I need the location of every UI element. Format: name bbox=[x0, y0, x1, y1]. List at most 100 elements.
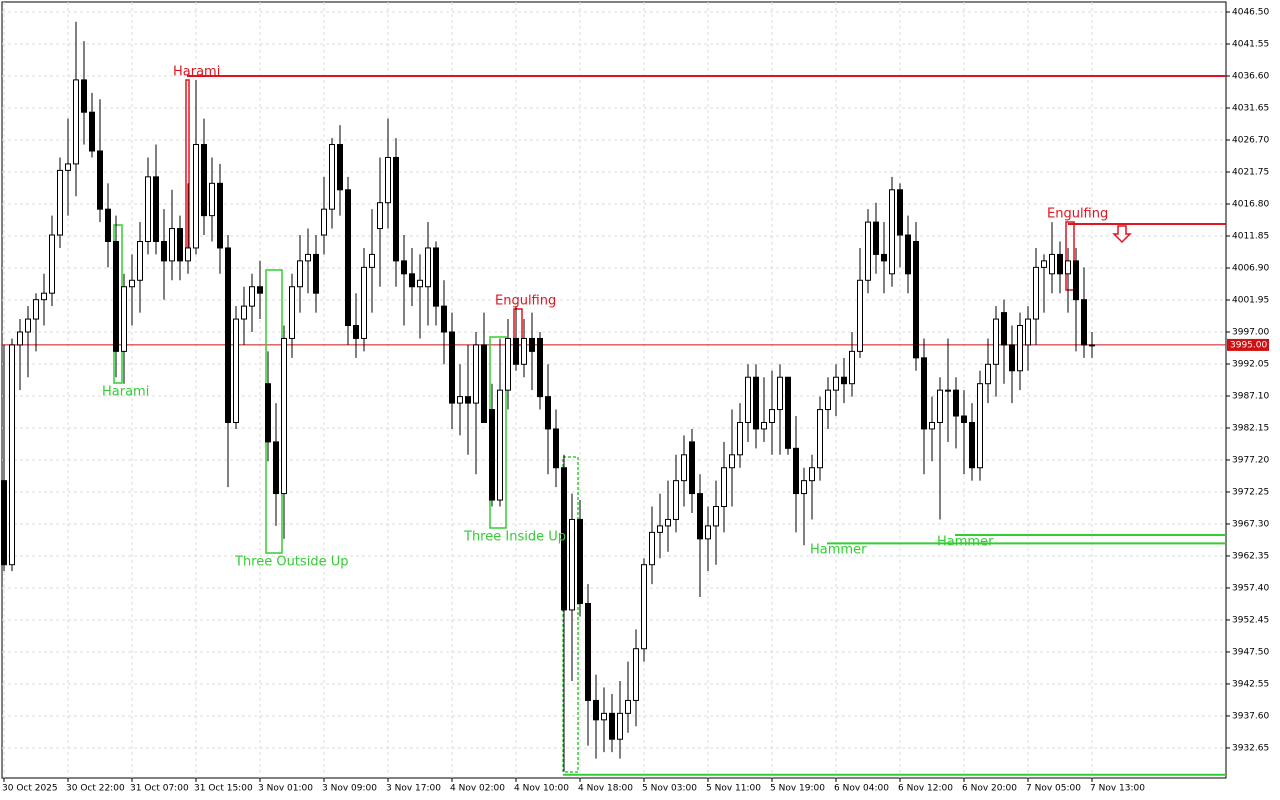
candle-body bbox=[513, 337, 519, 365]
candle-body bbox=[737, 421, 743, 456]
candle-body bbox=[929, 421, 935, 430]
x-tick-label: 4 Nov 18:00 bbox=[578, 784, 633, 794]
candle-body bbox=[161, 240, 167, 262]
candle-body bbox=[137, 240, 143, 281]
candle-body bbox=[1065, 260, 1071, 275]
candle-body bbox=[337, 144, 343, 191]
y-tick-label: 3952.45 bbox=[1232, 615, 1269, 625]
candle-body bbox=[1073, 260, 1079, 301]
y-tick-label: 3947.50 bbox=[1232, 647, 1269, 657]
pattern-label: Harami bbox=[173, 65, 220, 80]
candle-body bbox=[841, 376, 847, 385]
candle-body bbox=[353, 325, 359, 339]
y-tick-label: 4036.60 bbox=[1232, 72, 1269, 82]
candle-body bbox=[441, 305, 447, 333]
candle-body bbox=[305, 253, 311, 262]
grid bbox=[2, 2, 1226, 778]
candle-body bbox=[145, 176, 151, 242]
x-tick-label: 4 Nov 10:00 bbox=[514, 784, 569, 794]
candle-body bbox=[969, 421, 975, 469]
candle-body bbox=[937, 389, 943, 423]
candle-body bbox=[961, 415, 967, 423]
candle-body bbox=[785, 376, 791, 449]
candle-body bbox=[17, 331, 23, 346]
candle-body bbox=[121, 286, 127, 352]
sell-arrow bbox=[1112, 225, 1132, 244]
candle-body bbox=[49, 234, 55, 294]
annotations: Harami Harami Three Outside Up Engulfing Thr… bbox=[102, 65, 1108, 570]
x-tick-label: 5 Nov 19:00 bbox=[770, 784, 825, 794]
candle-body bbox=[457, 396, 463, 404]
y-tick-label: 3937.60 bbox=[1232, 711, 1269, 721]
candle-body bbox=[41, 292, 47, 301]
plot-frame bbox=[1, 1, 1227, 779]
candle-body bbox=[809, 467, 815, 482]
y-tick-label: 4021.75 bbox=[1232, 168, 1269, 178]
candle-body bbox=[449, 331, 455, 404]
x-tick-label: 3 Nov 17:00 bbox=[386, 784, 441, 794]
candle-body bbox=[169, 228, 175, 262]
price-tag bbox=[1227, 338, 1269, 351]
pattern-box bbox=[562, 456, 579, 773]
candle-body bbox=[593, 699, 599, 721]
price-tag-label: 3995.00 bbox=[1230, 340, 1267, 350]
y-tick-label: 4026.70 bbox=[1232, 136, 1269, 146]
pattern-label: Harami bbox=[102, 385, 149, 400]
candle-body bbox=[1001, 312, 1007, 346]
candle-body bbox=[1009, 344, 1015, 372]
candle-body bbox=[345, 189, 351, 327]
candle-body bbox=[777, 376, 783, 411]
levels bbox=[2, 75, 1226, 776]
candle-body bbox=[849, 350, 855, 385]
x-tick-label: 6 Nov 20:00 bbox=[962, 784, 1017, 794]
candle-body bbox=[249, 286, 255, 307]
candle-body bbox=[81, 79, 87, 113]
candle-body bbox=[225, 247, 231, 423]
candle-body bbox=[329, 144, 335, 210]
x-tick-label: 6 Nov 12:00 bbox=[898, 784, 953, 794]
candle-body bbox=[721, 467, 727, 508]
candle-body bbox=[881, 253, 887, 262]
x-tick-label: 7 Nov 05:00 bbox=[1026, 784, 1081, 794]
candle-body bbox=[9, 344, 15, 566]
candle-body bbox=[913, 240, 919, 359]
candle-body bbox=[1025, 318, 1031, 346]
candle-body bbox=[529, 337, 535, 352]
pattern-label: Engulfing bbox=[1047, 207, 1108, 222]
candles bbox=[1, 21, 1095, 772]
y-tick-label: 3997.00 bbox=[1232, 327, 1269, 337]
candle-body bbox=[537, 337, 543, 398]
candle-body bbox=[241, 305, 247, 320]
candle-body bbox=[657, 525, 663, 533]
candle-body bbox=[945, 389, 951, 392]
candle-body bbox=[641, 564, 647, 650]
candle-body bbox=[185, 247, 191, 262]
x-tick-label: 30 Oct 2025 bbox=[2, 784, 58, 794]
y-tick-label: 3962.35 bbox=[1232, 551, 1269, 561]
candle-body bbox=[497, 389, 503, 501]
x-tick-label: 6 Nov 04:00 bbox=[834, 784, 889, 794]
x-tick-label: 5 Nov 11:00 bbox=[706, 784, 761, 794]
candle-body bbox=[129, 279, 135, 288]
candle-body bbox=[801, 480, 807, 495]
x-tick-label: 31 Oct 07:00 bbox=[130, 784, 189, 794]
x-tick-label: 3 Nov 01:00 bbox=[258, 784, 313, 794]
candle-body bbox=[465, 396, 471, 404]
y-tick-label: 3982.15 bbox=[1232, 423, 1269, 433]
candle-body bbox=[473, 344, 479, 404]
candle-body bbox=[985, 363, 991, 385]
candle-body bbox=[729, 454, 735, 469]
candle-body bbox=[369, 253, 375, 268]
y-tick-label: 3932.65 bbox=[1232, 743, 1269, 753]
candle-body bbox=[745, 376, 751, 423]
y-tick-label: 3967.30 bbox=[1232, 519, 1269, 529]
y-tick-label: 4001.95 bbox=[1232, 295, 1269, 305]
y-tick-label: 3987.10 bbox=[1232, 391, 1269, 401]
candle-body bbox=[569, 518, 575, 611]
candle-body bbox=[193, 144, 199, 249]
candle-body bbox=[25, 318, 31, 333]
x-tick-label: 4 Nov 02:00 bbox=[450, 784, 505, 794]
candle-body bbox=[921, 357, 927, 430]
y-tick-label: 4006.90 bbox=[1232, 263, 1269, 273]
x-tick-label: 7 Nov 13:00 bbox=[1090, 784, 1145, 794]
